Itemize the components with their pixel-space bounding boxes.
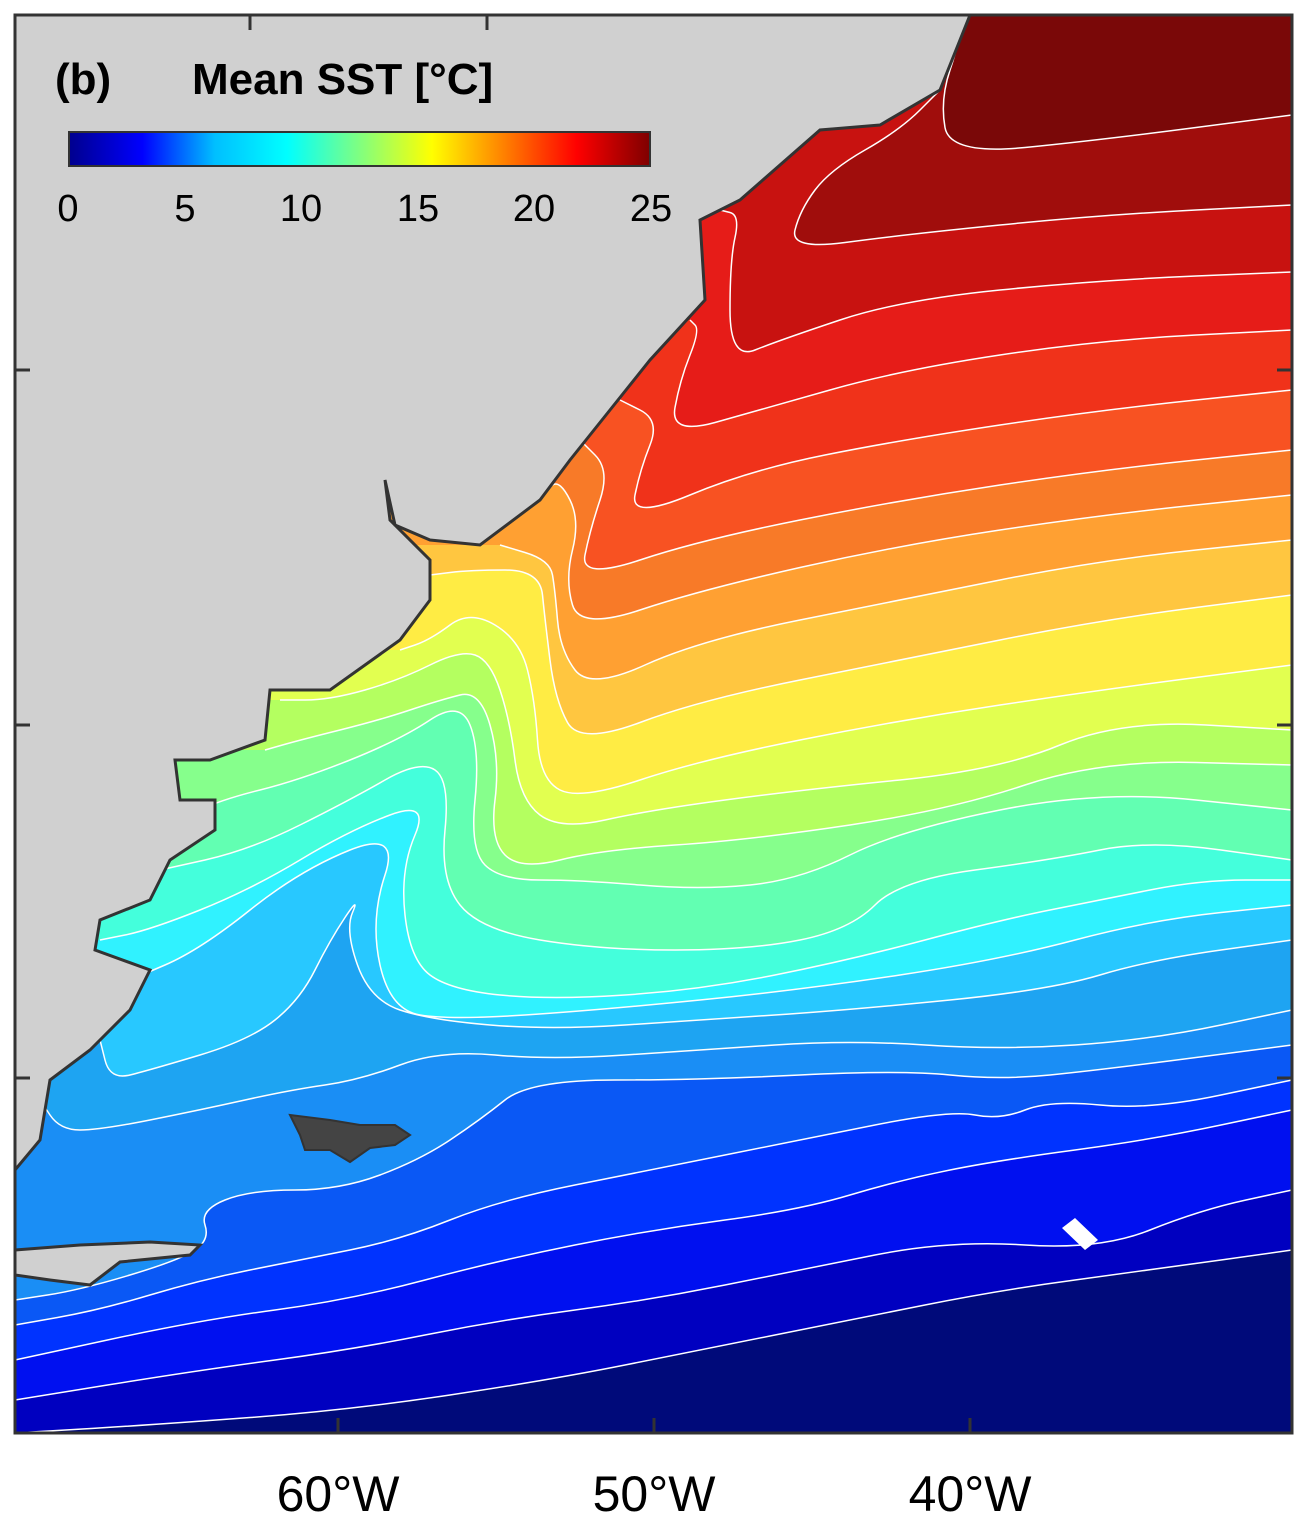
contour-line-17 bbox=[499, 539, 1293, 680]
contour-line-11 bbox=[159, 765, 1293, 951]
map-title: Mean SST [°C] bbox=[192, 55, 494, 104]
colorbar bbox=[68, 131, 651, 167]
contour-line-23 bbox=[793, 89, 1293, 246]
contour-line-20 bbox=[619, 389, 1293, 509]
contour-line-22 bbox=[719, 209, 1293, 353]
missing-data-patch bbox=[1062, 1218, 1098, 1250]
x-tick-label: 40°W bbox=[908, 1466, 1032, 1522]
contour-line-18 bbox=[544, 483, 1293, 620]
contour-line-13 bbox=[264, 693, 1293, 865]
land-tierra-del-fuego bbox=[13, 1240, 204, 1287]
colorbar-tick-label: 0 bbox=[57, 188, 79, 230]
contour-line-3 bbox=[14, 1189, 1293, 1401]
contour-line-14 bbox=[280, 653, 1293, 825]
contour-line-21 bbox=[673, 319, 1293, 428]
contour-line-10 bbox=[99, 809, 1292, 999]
land-falkland-islands bbox=[288, 1113, 412, 1164]
contour-line-24 bbox=[942, 15, 1293, 150]
contour-line-6 bbox=[14, 1044, 1293, 1301]
contour-line-4 bbox=[14, 1109, 1293, 1361]
contour-line-15 bbox=[399, 616, 1293, 795]
x-tick-label: 60°W bbox=[276, 1466, 400, 1522]
contour-line-2 bbox=[14, 1249, 1293, 1434]
colorbar-tick-label: 25 bbox=[629, 188, 673, 230]
contour-line-16 bbox=[429, 569, 1293, 735]
contour-line-19 bbox=[579, 439, 1293, 570]
contour-line-8 bbox=[99, 904, 1293, 1077]
contour-line-7 bbox=[39, 1009, 1293, 1131]
colorbar-tick-label: 5 bbox=[174, 188, 196, 230]
contour-line-5 bbox=[14, 1079, 1293, 1326]
x-tick-label: 50°W bbox=[592, 1466, 716, 1522]
sst-band-24 bbox=[15, 15, 1292, 150]
land-south-america bbox=[13, 13, 973, 1175]
panel-label: (b) bbox=[55, 55, 112, 104]
colorbar-tick-label: 10 bbox=[279, 188, 323, 230]
contour-line-9 bbox=[129, 843, 1293, 1019]
contour-line-12 bbox=[179, 710, 1293, 889]
colorbar-tick-label: 20 bbox=[512, 188, 556, 230]
axis-ticks bbox=[15, 15, 1292, 1433]
colorbar-tick-label: 15 bbox=[396, 188, 440, 230]
